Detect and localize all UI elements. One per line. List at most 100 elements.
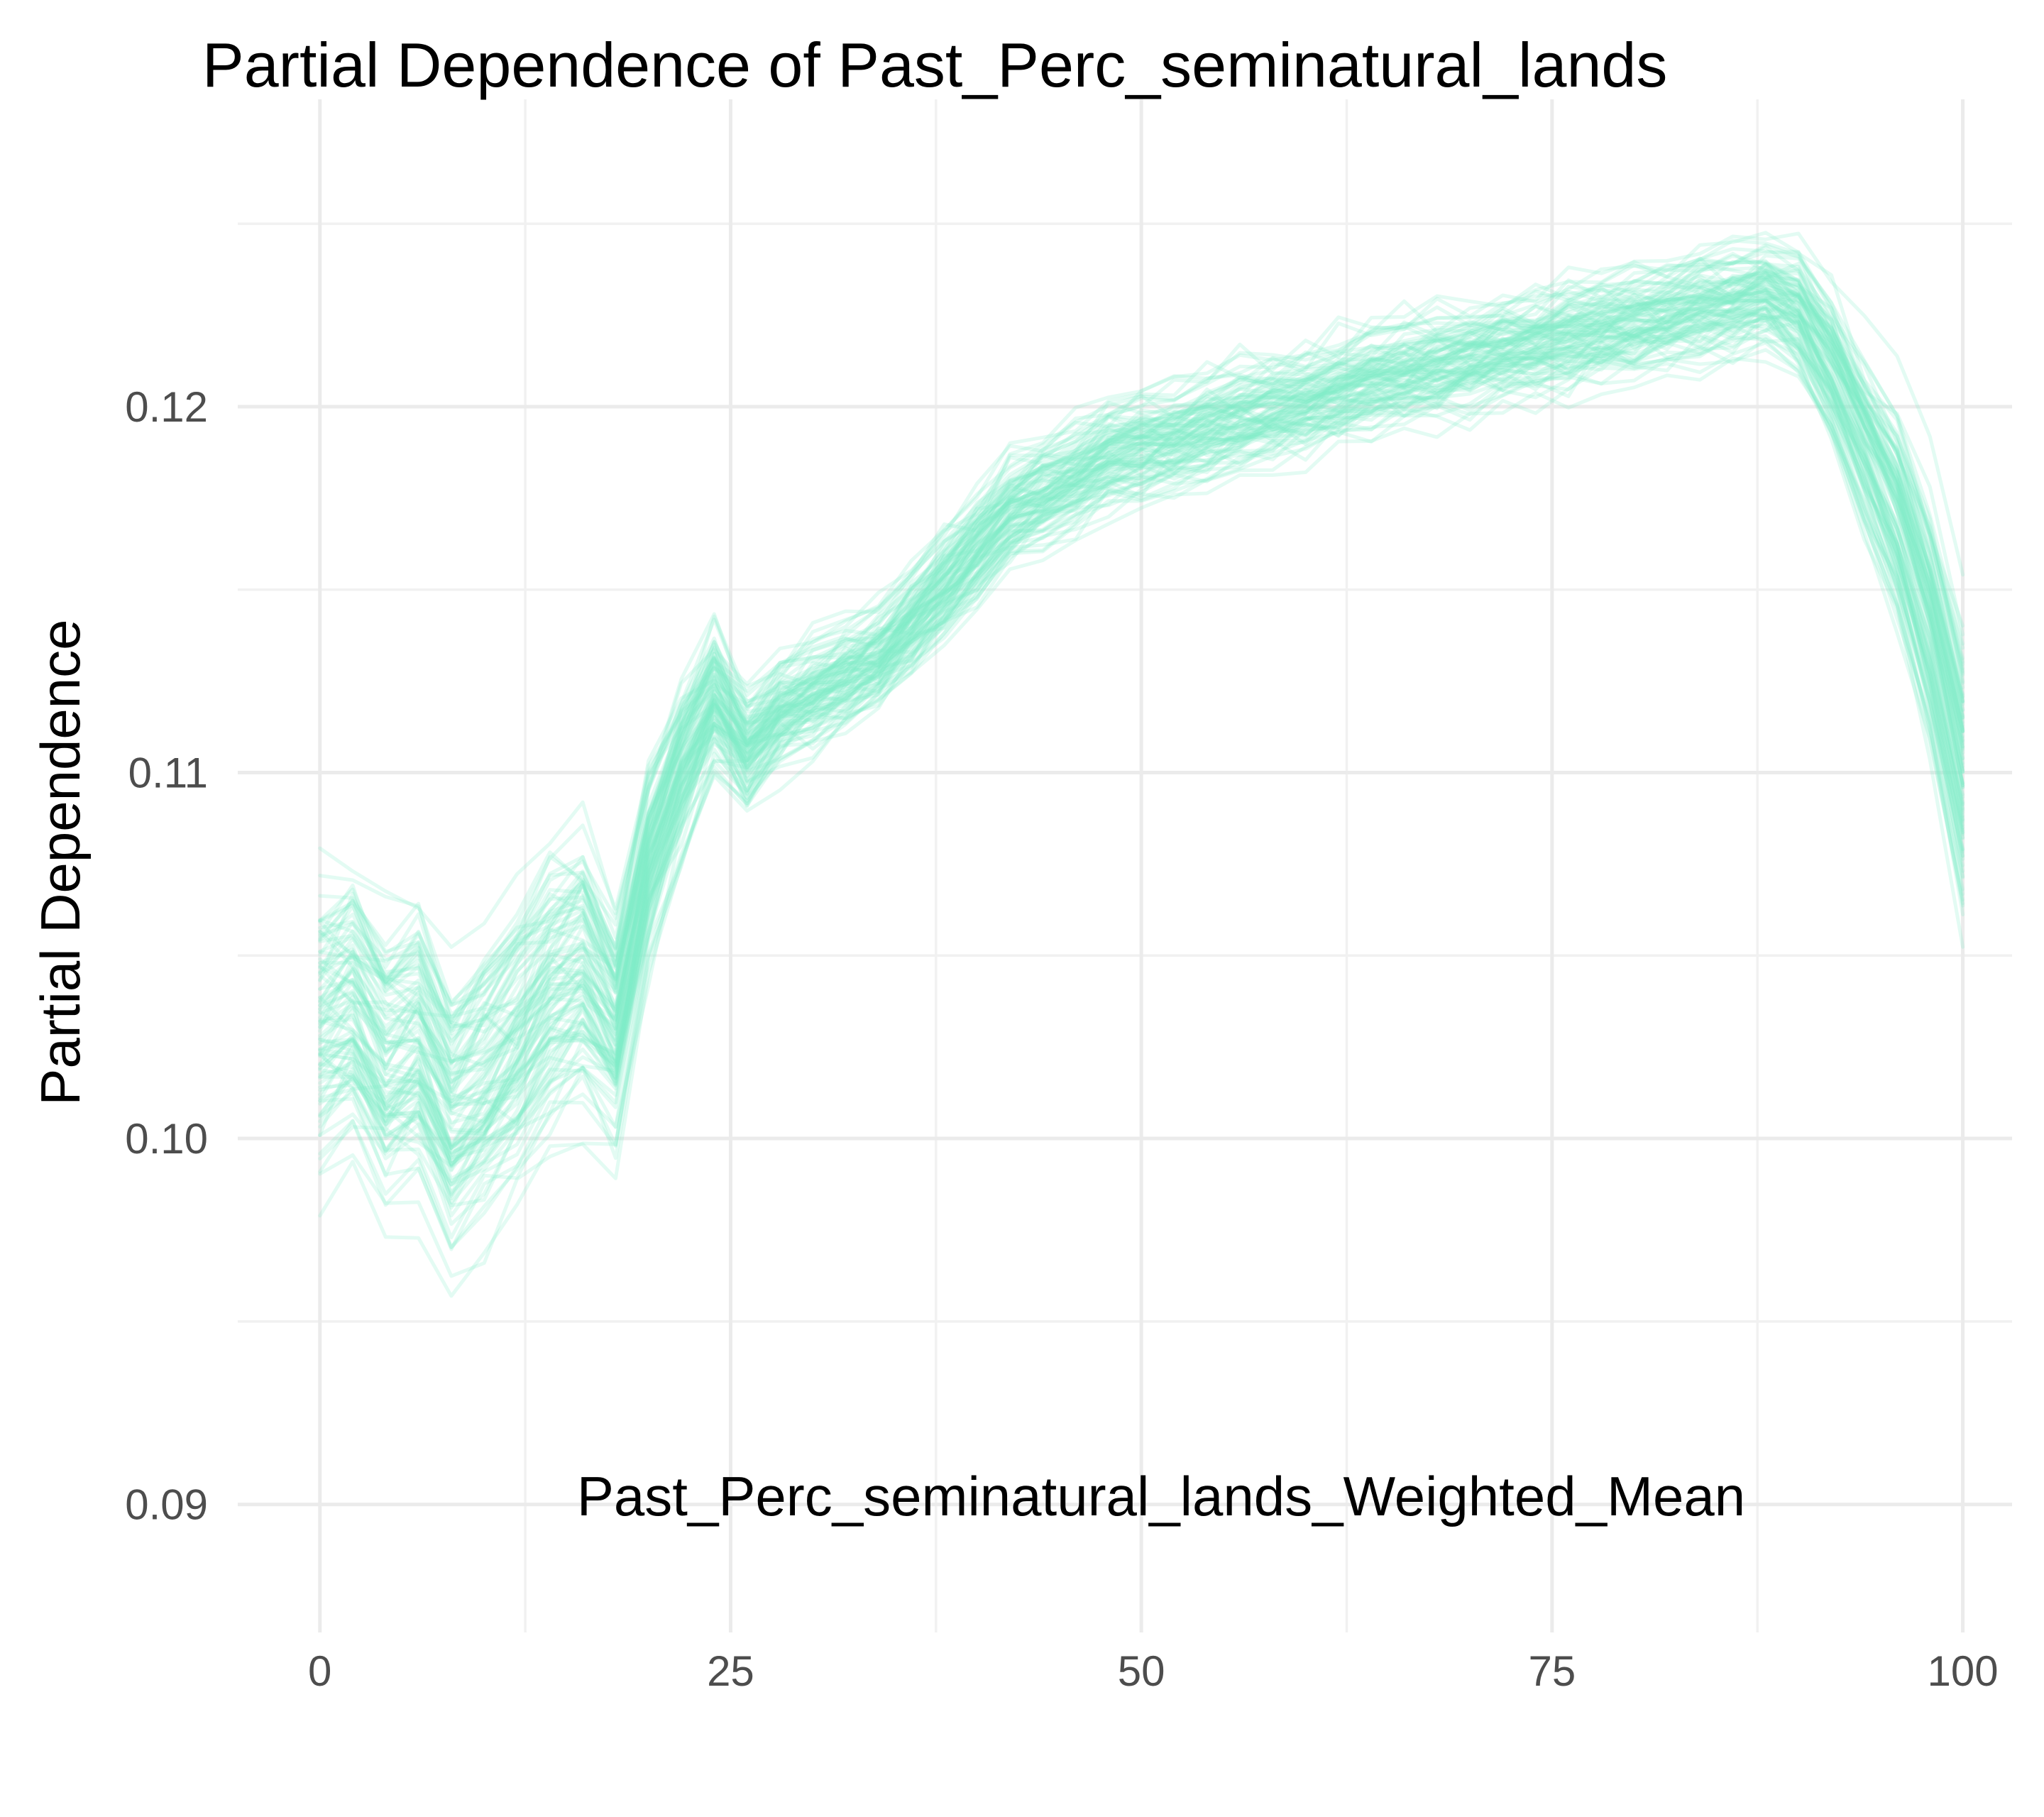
ice-curve — [318, 288, 1965, 1129]
ice-curve — [318, 305, 1965, 1107]
ice-curve — [318, 270, 1965, 1059]
y-axis-title: Partial Dependence — [29, 619, 92, 1105]
ice-curve — [318, 288, 1965, 1007]
x-axis-title: Past_Perc_seminatural_lands_Weighted_Mea… — [577, 1465, 1745, 1527]
ice-curve — [318, 260, 1965, 1053]
ice-curve — [318, 296, 1965, 1173]
ice-curve — [318, 260, 1965, 1111]
ice-curve — [318, 294, 1965, 1089]
ice-curve — [318, 231, 1965, 1043]
ice-curve — [318, 335, 1965, 1084]
x-tick-label: 50 — [1118, 1647, 1165, 1695]
ice-curve — [318, 271, 1965, 1016]
ice-curve — [318, 287, 1965, 1066]
ice-curve — [318, 307, 1965, 1278]
ice-curve — [318, 336, 1965, 1183]
ice-curve — [318, 268, 1965, 1187]
ice-curve — [318, 271, 1965, 1298]
ice-curve — [318, 328, 1965, 1107]
ice-curve — [318, 262, 1965, 1154]
ice-curve — [318, 313, 1965, 1031]
ice-curve — [318, 324, 1965, 1104]
x-tick-label: 75 — [1528, 1647, 1576, 1695]
ice-curve — [318, 274, 1965, 1040]
ice-curve — [318, 273, 1965, 1151]
y-tick-label: 0.10 — [125, 1115, 208, 1163]
ice-curve — [318, 324, 1965, 1025]
ice-curve — [318, 261, 1965, 1210]
ice-curve — [318, 286, 1965, 1105]
ice-curve — [318, 266, 1965, 1151]
ice-curve — [318, 276, 1965, 1024]
ice-curve — [318, 273, 1965, 1113]
ice-curve — [318, 290, 1965, 1158]
ice-curve — [318, 316, 1965, 1204]
ice-curve — [318, 247, 1965, 1077]
ice-curve — [318, 307, 1965, 1006]
ice-curve — [318, 238, 1965, 1124]
ice-curve — [318, 287, 1965, 1029]
ice-curve — [318, 278, 1965, 1063]
ice-curve — [318, 293, 1965, 949]
ice-curve — [318, 306, 1965, 1187]
y-tick-label: 0.09 — [125, 1481, 208, 1529]
ice-curve — [318, 275, 1965, 1197]
ice-curve — [318, 282, 1965, 1207]
ice-curve — [318, 276, 1965, 1168]
ice-curve — [318, 253, 1965, 1065]
ice-curve — [318, 294, 1965, 1146]
ice-curve — [318, 265, 1965, 1093]
ice-curve — [318, 313, 1965, 1151]
x-tick-label: 100 — [1928, 1647, 1999, 1695]
ice-curve — [318, 307, 1965, 1028]
ice-curve — [318, 268, 1965, 1033]
x-tick-label: 0 — [308, 1647, 331, 1695]
ice-curve — [318, 317, 1965, 1160]
ice-curve — [318, 290, 1965, 1110]
ice-curve — [318, 304, 1965, 1148]
ice-curve — [318, 259, 1965, 1195]
y-tick-label: 0.12 — [125, 383, 208, 431]
ice-curve — [318, 279, 1965, 1226]
ice-curve — [318, 278, 1965, 1094]
ice-curve — [318, 268, 1965, 1136]
ice-curve — [318, 272, 1965, 1167]
ice-curve — [318, 308, 1965, 1094]
ice-curve — [318, 301, 1965, 1065]
ice-curve — [318, 297, 1965, 1023]
ice-curve — [318, 297, 1965, 1104]
ice-curve — [318, 292, 1965, 1034]
y-tick-label: 0.11 — [128, 750, 208, 797]
tick-labels: 0 25 50 75 100 0.09 0.10 0.11 0.12 — [125, 383, 1998, 1695]
ice-curve — [318, 243, 1965, 1008]
ice-curve — [318, 293, 1965, 1249]
ice-curve — [318, 341, 1965, 1147]
ice-curve — [318, 318, 1965, 1198]
ice-curve — [318, 311, 1965, 1249]
ice-curve — [318, 285, 1965, 1125]
ice-curve — [318, 276, 1965, 1046]
ice-curve — [318, 262, 1965, 1150]
ice-curve — [318, 348, 1965, 1075]
ice-curve — [318, 307, 1965, 1168]
ice-curve — [318, 321, 1965, 1070]
ice-curve — [318, 253, 1965, 1103]
ice-curve — [318, 307, 1965, 1172]
ice-curve — [318, 292, 1965, 1109]
ice-curve — [318, 304, 1965, 1218]
ice-curve — [318, 288, 1965, 1239]
ice-curve — [318, 290, 1965, 1158]
ice-curve — [318, 298, 1965, 1167]
ice-curve — [318, 270, 1965, 1150]
ice-curve — [318, 279, 1965, 1063]
ice-curve — [318, 251, 1965, 1067]
ice-curve — [318, 290, 1965, 1155]
ice-curve — [318, 275, 1965, 1166]
ice-curve — [318, 245, 1965, 1116]
ice-curve — [318, 318, 1965, 1085]
ice-curve — [318, 285, 1965, 1004]
ice-curve — [318, 277, 1965, 1167]
chart-title: Partial Dependence of Past_Perc_seminatu… — [202, 30, 1667, 100]
grid — [238, 99, 2012, 1632]
